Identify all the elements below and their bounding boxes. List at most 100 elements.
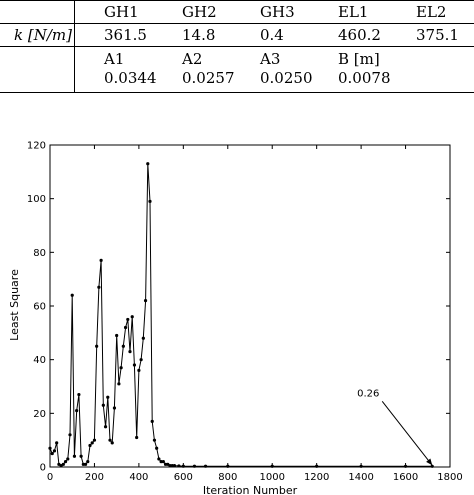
data-point (110, 441, 114, 445)
data-point (72, 454, 77, 458)
value-b: 0.0078 (338, 69, 391, 87)
y-tick-label: 80 (33, 248, 46, 259)
data-point (63, 460, 68, 464)
data-point (52, 449, 57, 453)
table-bottom-rule (0, 92, 474, 93)
data-point (61, 462, 65, 466)
value-gh1: 361.5 (104, 26, 147, 44)
row-label-stiffness: k [N/m] (14, 26, 72, 44)
data-point (192, 464, 197, 468)
data-point (157, 457, 161, 461)
data-point (48, 446, 52, 450)
header-a1: A1 (104, 50, 125, 68)
header-gh2: GH2 (182, 3, 217, 21)
value-el2: 375.1 (416, 26, 459, 44)
data-point (403, 464, 408, 468)
header-gh3: GH3 (260, 3, 295, 21)
data-point (90, 441, 94, 445)
value-a1: 0.0344 (104, 69, 157, 87)
data-point (106, 395, 110, 399)
y-tick-label: 100 (27, 194, 46, 205)
data-point (123, 325, 128, 330)
data-point (77, 392, 81, 397)
x-tick-label: 1000 (259, 472, 284, 483)
annotation-arrow-line (381, 400, 433, 466)
x-tick-label: 0 (47, 472, 53, 483)
x-tick-label: 1200 (304, 472, 329, 483)
data-point (141, 336, 145, 340)
value-a3: 0.0250 (260, 69, 313, 87)
x-tick-label: 1600 (393, 472, 418, 483)
x-tick-label: 1800 (437, 472, 462, 483)
data-point (146, 162, 150, 166)
annotations: 0.26 (357, 388, 433, 466)
x-tick-label: 600 (174, 472, 193, 483)
data-point (226, 464, 230, 468)
table-vertical-rule (74, 0, 75, 92)
data-point (70, 293, 74, 297)
data-point (177, 464, 181, 468)
y-tick-label: 20 (33, 409, 46, 420)
header-rule (0, 23, 474, 24)
header-a3: A3 (260, 50, 281, 68)
value-a2: 0.0257 (182, 69, 235, 87)
data-point (117, 382, 121, 386)
data-point (161, 460, 165, 464)
data-point (155, 446, 159, 450)
header-gh1: GH1 (104, 3, 139, 21)
data-point (137, 368, 141, 372)
data-point (112, 406, 117, 410)
data-point (159, 460, 163, 464)
data-point (152, 438, 157, 442)
x-axis-label: Iteration Number (203, 484, 298, 495)
y-tick-label: 60 (33, 302, 46, 313)
data-point (359, 464, 363, 468)
data-point (430, 464, 434, 468)
series-line (49, 163, 433, 467)
header-b: B [m] (338, 50, 380, 68)
x-tick-label: 800 (218, 472, 237, 483)
header-a2: A2 (182, 50, 203, 68)
data-point (95, 344, 99, 348)
data-point (68, 433, 72, 437)
data-point (168, 464, 172, 468)
data-point (172, 464, 177, 468)
value-el1: 460.2 (338, 26, 381, 44)
data-point (181, 464, 185, 468)
data-point (132, 363, 137, 367)
data-point (130, 315, 134, 319)
data-point (97, 285, 101, 289)
x-tick-label: 200 (85, 472, 104, 483)
data-point (50, 451, 54, 456)
data-point (66, 457, 70, 461)
data-point (101, 403, 105, 407)
data-point (170, 464, 174, 468)
data-point (121, 344, 125, 348)
data-point (92, 438, 97, 442)
y-tick-label: 120 (27, 141, 46, 152)
header-el1: EL1 (338, 3, 369, 21)
data-point (139, 358, 143, 362)
data-point (83, 462, 88, 466)
plot-frame (49, 144, 451, 468)
annotation-label: 0.26 (357, 388, 379, 399)
data-point (86, 460, 90, 464)
x-tick-label: 400 (129, 472, 148, 483)
data-point (203, 464, 208, 468)
data-point (163, 462, 168, 466)
header-el2: EL2 (416, 3, 447, 21)
row-rule (0, 46, 474, 47)
data-point (55, 441, 59, 445)
value-gh3: 0.4 (260, 26, 284, 44)
data-point (270, 464, 274, 468)
y-axis-label: Least Square (8, 269, 21, 341)
value-gh2: 14.8 (182, 26, 216, 44)
series-least-square (48, 162, 434, 468)
data-point (150, 419, 154, 423)
x-tick-label: 1400 (348, 472, 373, 483)
data-point (108, 438, 112, 442)
data-point (103, 425, 108, 429)
data-point (99, 258, 103, 262)
y-tick-label: 40 (33, 355, 46, 366)
data-point (315, 464, 319, 468)
